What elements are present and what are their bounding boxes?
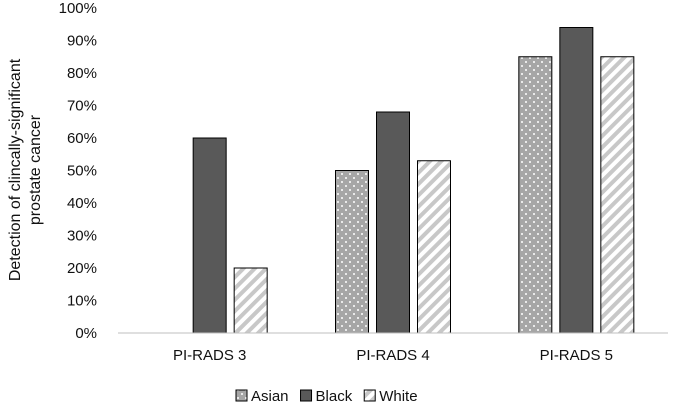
y-axis-label-line-1: Detection of clincally-significant bbox=[7, 58, 24, 281]
y-tick-label: 60% bbox=[67, 130, 97, 147]
bar-white bbox=[417, 160, 451, 334]
y-tick-label: 80% bbox=[67, 65, 97, 82]
y-tick-label: 10% bbox=[67, 293, 97, 310]
legend-swatch-black bbox=[300, 389, 313, 402]
bar-asian bbox=[335, 170, 369, 334]
y-tick-label: 0% bbox=[75, 325, 97, 342]
y-tick-label: 100% bbox=[59, 0, 97, 17]
x-tick-label: PI-RADS 5 bbox=[540, 347, 613, 364]
y-tick-label: 90% bbox=[67, 33, 97, 50]
x-tick-label: PI-RADS 4 bbox=[356, 347, 429, 364]
y-tick-label: 30% bbox=[67, 228, 97, 245]
bar-black bbox=[376, 111, 410, 334]
y-tick-label: 70% bbox=[67, 98, 97, 115]
x-tick-label: PI-RADS 3 bbox=[173, 347, 246, 364]
bar-black bbox=[192, 137, 227, 334]
bar-black bbox=[559, 27, 594, 334]
y-tick-label: 20% bbox=[67, 260, 97, 277]
legend-label-black: Black bbox=[316, 388, 353, 405]
x-axis-labels: PI-RADS 3 PI-RADS 4 PI-RADS 5 bbox=[173, 347, 613, 364]
bar-asian bbox=[518, 56, 553, 334]
legend-swatch-white bbox=[363, 389, 376, 402]
legend: Asian Black White bbox=[235, 388, 418, 405]
bars-group bbox=[192, 27, 635, 334]
y-axis-label-line-2: prostate cancer bbox=[27, 114, 44, 225]
legend-label-white: White bbox=[379, 388, 417, 405]
y-tick-label: 40% bbox=[67, 195, 97, 212]
bar-white bbox=[233, 267, 268, 334]
bar-white bbox=[600, 56, 635, 334]
legend-swatch-asian bbox=[235, 389, 248, 402]
legend-label-asian: Asian bbox=[251, 388, 289, 405]
y-tick-label: 50% bbox=[67, 163, 97, 180]
y-axis-ticks: 0% 10% 20% 30% 40% 50% 60% 70% 80% 90% 100% bbox=[59, 0, 97, 342]
